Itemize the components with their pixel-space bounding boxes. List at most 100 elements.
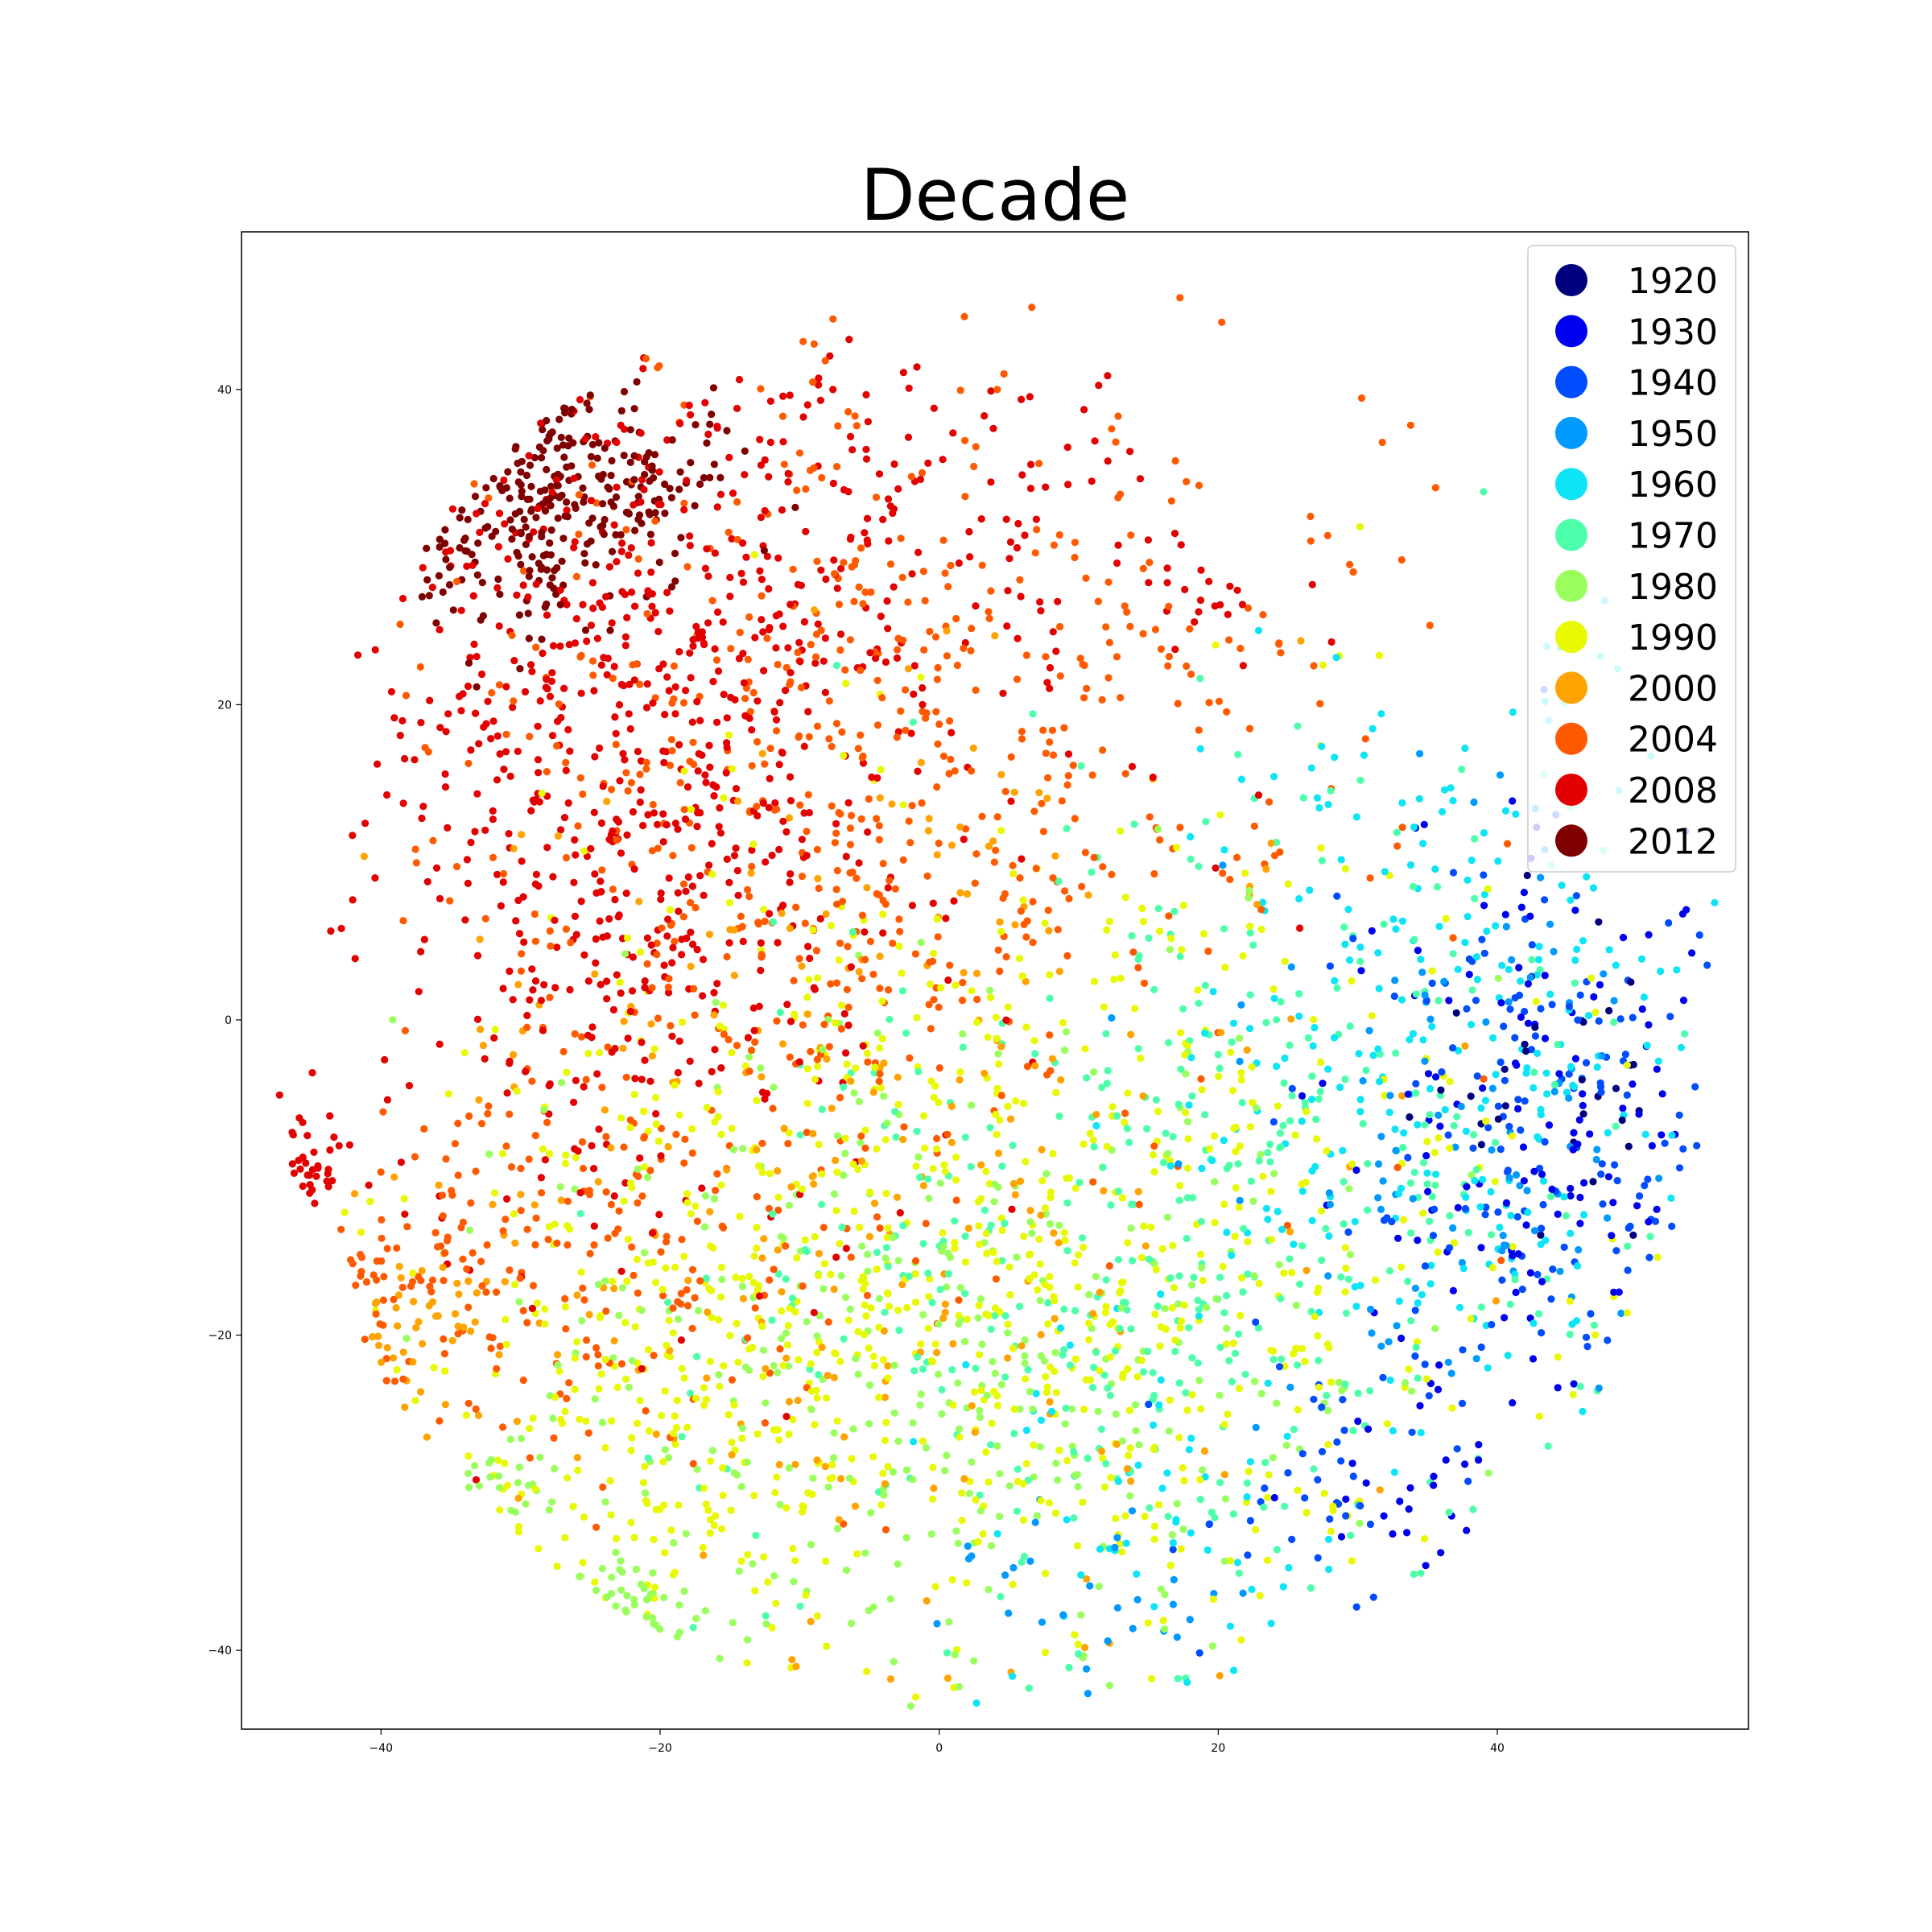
scatter-point-2008 — [1114, 541, 1122, 549]
scatter-point-2004 — [489, 853, 497, 861]
scatter-point-2004 — [818, 473, 826, 482]
scatter-point-1990 — [1245, 1468, 1253, 1476]
scatter-point-2008 — [783, 1001, 791, 1009]
scatter-point-1980 — [889, 1233, 897, 1241]
scatter-point-2008 — [826, 352, 834, 360]
scatter-point-1940 — [1597, 1088, 1605, 1096]
scatter-point-2000 — [894, 1073, 902, 1081]
scatter-point-1990 — [561, 1302, 570, 1311]
scatter-point-1990 — [541, 1305, 549, 1313]
scatter-point-1990 — [931, 1583, 939, 1591]
scatter-point-2008 — [704, 430, 712, 439]
scatter-point-1960 — [1463, 876, 1472, 884]
scatter-point-1990 — [1085, 1335, 1093, 1344]
scatter-point-2004 — [844, 943, 852, 951]
scatter-point-2012 — [508, 525, 516, 533]
scatter-point-2012 — [741, 447, 749, 456]
scatter-point-2004 — [399, 1375, 407, 1383]
scatter-point-2004 — [440, 1277, 448, 1285]
scatter-point-2008 — [448, 505, 457, 513]
scatter-point-1970 — [1273, 1016, 1281, 1024]
scatter-point-1920 — [1612, 1084, 1620, 1092]
scatter-point-1980 — [1484, 1469, 1492, 1477]
scatter-point-1980 — [634, 1165, 642, 1173]
scatter-point-2004 — [378, 1234, 386, 1242]
scatter-point-1990 — [1587, 974, 1596, 982]
scatter-point-2004 — [835, 601, 844, 609]
scatter-point-1990 — [1236, 1385, 1244, 1393]
scatter-point-1950 — [1133, 1596, 1141, 1604]
scatter-point-2008 — [571, 639, 580, 647]
scatter-point-2004 — [744, 1334, 752, 1342]
scatter-point-2000 — [1083, 1575, 1091, 1583]
scatter-point-1980 — [902, 1534, 910, 1542]
scatter-point-1930 — [1380, 1512, 1388, 1520]
scatter-point-1970 — [1423, 1180, 1431, 1188]
scatter-point-1950 — [1496, 771, 1505, 779]
scatter-point-1930 — [1442, 1456, 1450, 1464]
scatter-point-2004 — [488, 689, 496, 697]
scatter-point-2008 — [861, 928, 869, 936]
scatter-point-1980 — [1198, 1466, 1207, 1474]
scatter-point-2000 — [1267, 839, 1275, 848]
scatter-point-2004 — [516, 1274, 524, 1282]
scatter-point-2004 — [925, 1001, 933, 1009]
scatter-point-2008 — [1144, 536, 1152, 544]
scatter-point-1980 — [986, 986, 994, 994]
scatter-point-2004 — [946, 961, 954, 969]
scatter-point-2008 — [592, 889, 601, 897]
scatter-point-1990 — [863, 1049, 872, 1058]
scatter-point-2008 — [638, 1038, 646, 1046]
scatter-point-1990 — [711, 1118, 719, 1126]
scatter-point-1950 — [1026, 1557, 1034, 1565]
scatter-point-2004 — [836, 1093, 844, 1102]
scatter-point-1970 — [1354, 1389, 1362, 1397]
scatter-point-2008 — [890, 460, 898, 469]
scatter-point-1980 — [883, 1119, 891, 1127]
scatter-point-1960 — [1447, 784, 1455, 792]
scatter-point-1990 — [861, 1126, 869, 1134]
scatter-point-2008 — [899, 369, 907, 377]
scatter-point-1970 — [1146, 1504, 1154, 1512]
scatter-point-1950 — [1113, 1604, 1121, 1612]
scatter-point-1990 — [822, 1557, 830, 1565]
scatter-point-2008 — [592, 959, 600, 967]
scatter-point-1950 — [1393, 1322, 1401, 1330]
scatter-point-2008 — [472, 709, 480, 717]
scatter-point-1990 — [1624, 1309, 1632, 1317]
scatter-point-2008 — [361, 819, 369, 828]
scatter-point-2008 — [739, 937, 747, 946]
scatter-point-1960 — [1185, 1446, 1193, 1454]
scatter-point-1980 — [1220, 1557, 1228, 1565]
scatter-point-2008 — [816, 396, 824, 404]
scatter-point-2000 — [419, 1340, 427, 1348]
scatter-point-2004 — [863, 1291, 872, 1299]
scatter-point-2000 — [620, 1018, 628, 1026]
scatter-point-1990 — [539, 1145, 547, 1153]
scatter-point-1970 — [1119, 1298, 1127, 1307]
scatter-point-1980 — [776, 1501, 784, 1509]
scatter-point-2008 — [610, 1192, 618, 1200]
scatter-point-1930 — [1538, 1170, 1546, 1179]
scatter-point-1990 — [1179, 902, 1187, 910]
scatter-point-1950 — [1470, 798, 1478, 807]
scatter-point-2004 — [1018, 735, 1026, 743]
scatter-point-1930 — [1645, 1021, 1653, 1029]
scatter-point-2004 — [753, 803, 761, 811]
scatter-point-1990 — [675, 1111, 683, 1119]
scatter-point-1940 — [1449, 869, 1458, 877]
scatter-point-1970 — [1104, 1067, 1112, 1075]
scatter-point-2000 — [870, 1199, 879, 1208]
scatter-point-2000 — [933, 851, 941, 859]
scatter-point-1990 — [1042, 1373, 1050, 1381]
scatter-point-2000 — [1035, 789, 1043, 797]
scatter-point-2000 — [585, 1311, 593, 1319]
scatter-point-1960 — [1386, 1376, 1394, 1385]
scatter-point-1970 — [1316, 1088, 1324, 1096]
scatter-point-1970 — [796, 1131, 804, 1139]
scatter-point-1930 — [1514, 1104, 1522, 1113]
scatter-point-1980 — [485, 1150, 493, 1158]
scatter-point-2000 — [947, 1102, 956, 1110]
scatter-point-1990 — [513, 1087, 521, 1095]
scatter-point-1960 — [1427, 1261, 1435, 1269]
